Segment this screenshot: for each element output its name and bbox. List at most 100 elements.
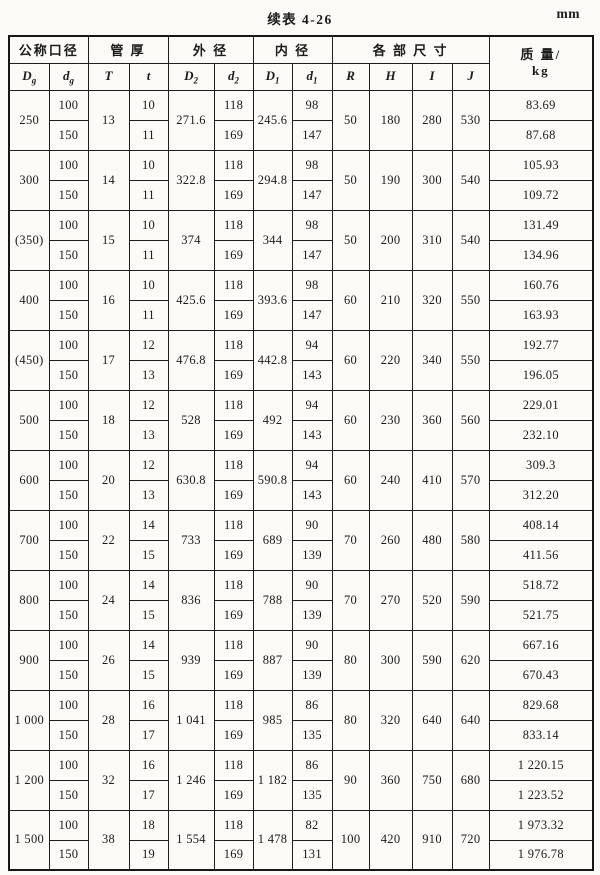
cell-thickness-t: 10 [128,209,169,241]
cell-outer-D2: 425.6 [167,269,215,331]
cell-J: 550 [451,269,490,331]
cell-H: 300 [368,629,413,691]
spec-table: 公称口径 管 厚 外 径 内 径 各 部 尺 寸 质 量/ kg Dg dg T… [8,35,595,871]
cell-branch-dg: 100 [48,569,89,601]
cell-inner-D1: 788 [252,569,293,631]
cell-I: 480 [411,509,453,571]
symbol-base: d [228,67,235,83]
cell-branch-dg: 150 [48,599,89,631]
cell-thickness-t: 10 [128,269,169,301]
cell-branch-dg: 150 [48,359,89,391]
cell-nominal-Dg: (450) [8,329,50,391]
cell-I: 640 [411,689,453,751]
cell-R: 50 [331,149,370,211]
cell-mass: 192.77 [488,329,594,361]
symbol-base: D [265,67,275,83]
symbol-base: D [184,67,194,83]
cell-outer-d2: 118 [213,509,254,541]
col-T: T [87,62,130,91]
table-row: 1 200 100 32 16 1 246 118 1 182 86 90 36… [8,749,594,811]
cell-I: 320 [411,269,453,331]
cell-R: 60 [331,329,370,391]
cell-thickness-t: 11 [128,239,169,271]
cell-mass: 521.75 [488,599,594,631]
cell-outer-d2: 118 [213,449,254,481]
cell-R: 50 [331,209,370,271]
cell-J: 550 [451,329,490,391]
cell-thickness-t: 14 [128,569,169,601]
cell-nominal-Dg: 800 [8,569,50,631]
cell-thickness-T: 13 [87,89,130,151]
cell-I: 910 [411,809,453,871]
cell-mass: 109.72 [488,179,594,211]
table-row: 150 11 169 147 87.68 [9,119,594,151]
cell-outer-d2: 169 [213,839,254,871]
symbol-sub: g [31,75,37,86]
col-D2: D2 [167,62,215,91]
cell-thickness-t: 13 [128,359,169,391]
cell-thickness-T: 24 [87,569,130,631]
cell-mass: 1 223.52 [488,779,594,811]
cell-thickness-t: 16 [128,749,169,781]
cell-inner-D1: 590.8 [252,449,293,511]
cell-I: 410 [411,449,453,511]
col-Dg: Dg [8,62,50,91]
table-row: 1 500 100 38 18 1 554 118 1 478 82 100 4… [8,809,594,871]
cell-outer-d2: 118 [213,389,254,421]
cell-R: 100 [331,809,370,871]
cell-thickness-T: 14 [87,149,130,211]
cell-thickness-t: 17 [128,779,169,811]
cell-R: 50 [331,89,370,151]
symbol-base: t [146,67,151,83]
caption-row: 续表 4-26 mm [0,6,600,30]
cell-mass: 134.96 [488,239,594,271]
cell-branch-dg: 150 [48,779,89,811]
header-mass: 质 量/ kg [488,35,594,91]
cell-thickness-T: 15 [87,209,130,271]
cell-H: 240 [368,449,413,511]
table-row: 500 100 18 12 528 118 492 94 60 230 360 … [8,389,594,451]
cell-inner-d1: 143 [291,359,333,391]
cell-thickness-t: 14 [128,509,169,541]
cell-thickness-T: 38 [87,809,130,871]
cell-R: 60 [331,449,370,511]
cell-J: 590 [451,569,490,631]
symbol-sub: g [69,75,75,86]
cell-inner-D1: 985 [252,689,293,751]
header-wall-thickness: 管 厚 [87,35,169,64]
cell-H: 320 [368,689,413,751]
cell-inner-d1: 98 [291,209,333,241]
cell-mass: 196.05 [488,359,594,391]
col-R: R [331,62,370,91]
unit-label: mm [556,6,580,21]
cell-outer-D2: 836 [167,569,215,631]
cell-H: 270 [368,569,413,631]
cell-R: 70 [331,569,370,631]
cell-inner-D1: 887 [252,629,293,691]
cell-inner-d1: 94 [291,449,333,481]
cell-outer-d2: 118 [213,149,254,181]
cell-mass: 131.49 [488,209,594,241]
cell-R: 60 [331,389,370,451]
table-row: 150 19 169 131 1 976.78 [9,839,594,871]
col-d1: d1 [291,62,333,91]
cell-mass: 518.72 [488,569,594,601]
cell-outer-D2: 1 041 [167,689,215,751]
table-row: 150 13 169 143 312.20 [9,479,594,511]
cell-H: 230 [368,389,413,451]
symbol-base: R [346,67,355,83]
cell-mass: 411.56 [488,539,594,571]
cell-thickness-t: 12 [128,389,169,421]
table-row: 700 100 22 14 733 118 689 90 70 260 480 … [8,509,594,571]
cell-J: 620 [451,629,490,691]
cell-I: 750 [411,749,453,811]
header-inner-diameter: 内 径 [252,35,333,64]
cell-nominal-Dg: 600 [8,449,50,511]
cell-outer-D2: 322.8 [167,149,215,211]
cell-J: 530 [451,89,490,151]
cell-inner-d1: 139 [291,539,333,571]
cell-thickness-T: 20 [87,449,130,511]
header-mass-line1: 质 量/ [520,47,562,62]
table-row: 600 100 20 12 630.8 118 590.8 94 60 240 … [8,449,594,511]
cell-outer-d2: 169 [213,119,254,151]
